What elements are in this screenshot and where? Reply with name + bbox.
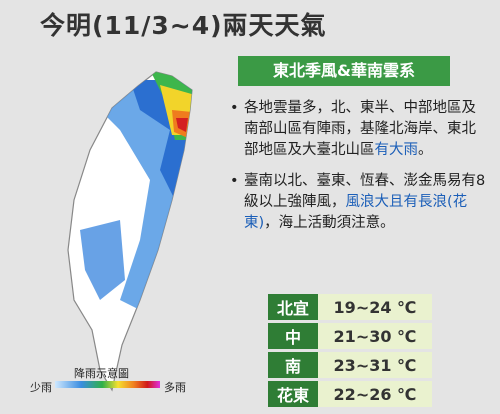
banner: 東北季風&華南雲系 (238, 56, 450, 86)
region: 中 (268, 323, 318, 349)
bullets: 各地雲量多，北、東半、中部地區及南部山區有陣雨，基隆北海岸、東北部地區及大臺北山… (228, 98, 490, 244)
temperature-table: 北宜 19~24 ℃ 中 21~30 ℃ 南 23~31 ℃ 花東 22~26 ℃ (268, 291, 432, 410)
legend-low: 少雨 (30, 381, 52, 394)
temp-row: 花東 22~26 ℃ (268, 381, 432, 407)
legend-title: 降雨示意圖 (74, 367, 129, 380)
bullet-text: 風浪大且有長浪(花東) (244, 194, 468, 231)
region: 南 (268, 352, 318, 378)
bullet-text: 臺南以北、臺東、恆春、澎金馬易有8級以上強陣風， (244, 173, 486, 210)
legend-high: 多雨 (164, 381, 186, 394)
region: 花東 (268, 381, 318, 407)
region: 北宜 (268, 294, 318, 320)
title: 今明(11/3~4)兩天天氣 (40, 11, 327, 40)
temp-range: 21~30 ℃ (318, 323, 432, 349)
bullet-text: 。 (418, 142, 433, 158)
bullet-text: 有大雨 (374, 142, 419, 158)
bullet-text: ，海上活動須注意。 (264, 215, 395, 231)
temp-row: 南 23~31 ℃ (268, 352, 432, 378)
temp-row: 北宜 19~24 ℃ (268, 294, 432, 320)
legend-bar (55, 381, 160, 388)
rain-area (80, 72, 192, 310)
bullet-text: 各地雲量多，北、東半、中部地區及南部山區有陣雨，基隆北海岸、東北部地區及大臺北山… (244, 100, 476, 158)
temp-range: 23~31 ℃ (318, 352, 432, 378)
temp-row: 中 21~30 ℃ (268, 323, 432, 349)
bullet: 臺南以北、臺東、恆春、澎金馬易有8級以上強陣風，風浪大且有長浪(花東)，海上活動… (228, 171, 490, 234)
temp-range: 19~24 ℃ (318, 294, 432, 320)
rain-map (55, 71, 193, 392)
temp-range: 22~26 ℃ (318, 381, 432, 407)
bullet: 各地雲量多，北、東半、中部地區及南部山區有陣雨，基隆北海岸、東北部地區及大臺北山… (228, 98, 490, 161)
